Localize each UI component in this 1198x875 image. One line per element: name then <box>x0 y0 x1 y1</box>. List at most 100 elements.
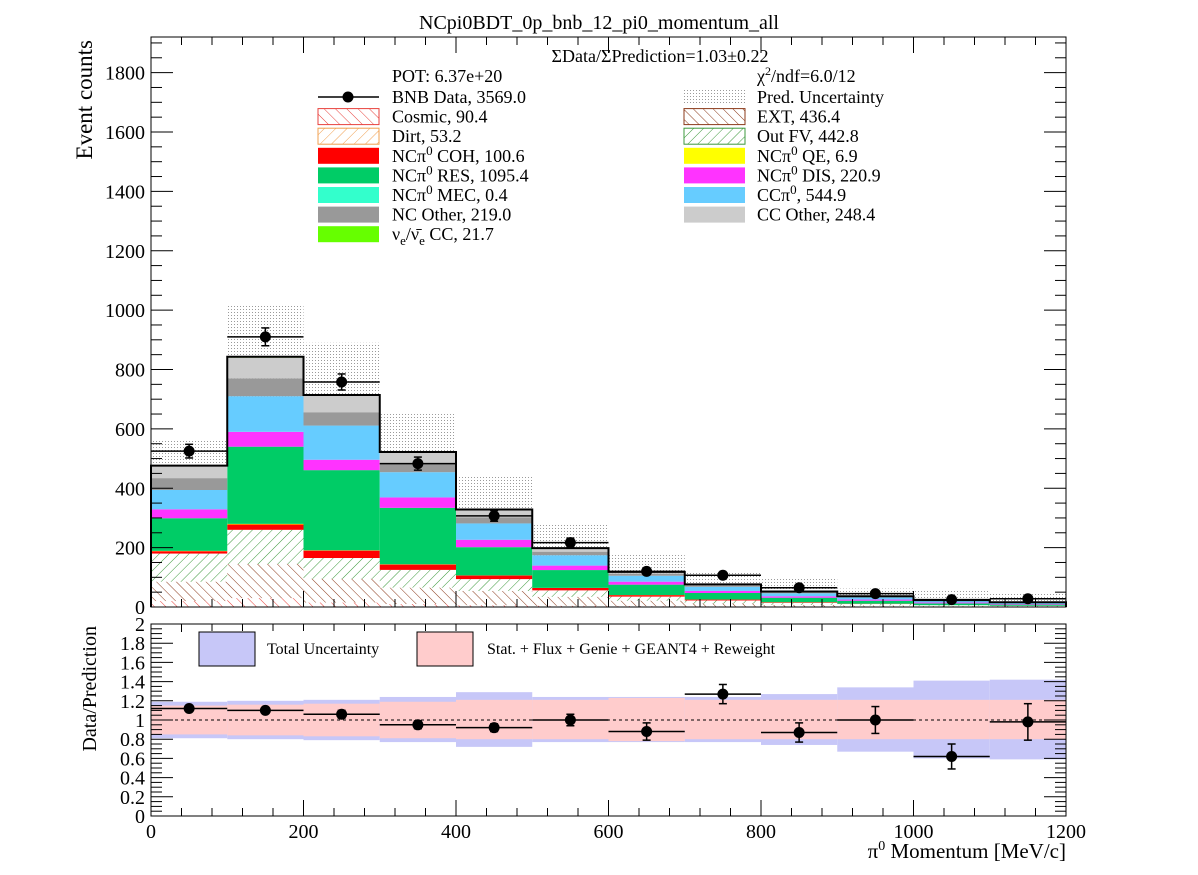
stack-segment <box>227 378 304 397</box>
ratio-point <box>641 726 653 738</box>
stack-segment <box>761 597 838 603</box>
stack-segment <box>456 539 533 548</box>
stack-segment <box>608 600 685 607</box>
legend-swatch <box>684 187 745 203</box>
ratio-point <box>793 726 805 738</box>
legend-label: CC Other, 248.4 <box>757 205 875 225</box>
legend-label: CCπ0, 544.9 <box>757 182 846 205</box>
main-x-axis-ticks <box>150 37 1067 607</box>
data-point <box>717 569 729 581</box>
stack-segment <box>379 507 456 565</box>
stack-segment <box>456 575 533 580</box>
y-tick-label: 0 <box>135 597 145 619</box>
stack-segment <box>227 598 304 607</box>
stack-segment <box>532 548 609 552</box>
ratio-y-tick-label: 1.2 <box>120 691 145 713</box>
data-point <box>946 594 958 606</box>
x-tick-label: 0 <box>146 821 156 843</box>
x-tick-label: 1000 <box>894 821 934 843</box>
stack-segment <box>303 459 380 471</box>
y-tick-label: 200 <box>115 538 145 560</box>
stack-segment <box>227 357 304 379</box>
data-point <box>183 445 195 457</box>
stack-segment <box>151 509 228 519</box>
ratio-y-axis-label: Data/Prediction <box>79 626 101 752</box>
y-tick-label: 400 <box>115 478 145 500</box>
legend-swatch <box>318 226 379 243</box>
ratio-panel: 00.20.40.60.811.21.41.61.82 0 200 400 600 80… <box>79 614 1086 863</box>
ratio-point <box>259 704 271 716</box>
stack-segment <box>151 518 228 551</box>
legend-label: NCπ0 DIS, 220.9 <box>757 162 881 185</box>
chi2-symbol: χ <box>756 66 765 86</box>
ratio-y-axis: 00.20.40.60.811.21.41.61.82 <box>120 614 1066 828</box>
data-point <box>869 588 881 600</box>
stack-segment <box>456 579 533 591</box>
chart-title: NCpi0BDT_0p_bnb_12_pi0_momentum_all <box>419 12 779 34</box>
legend-swatch <box>683 108 746 126</box>
legend-label: EXT, 436.4 <box>757 107 840 127</box>
stack-segment <box>761 602 838 603</box>
stack-segment <box>456 523 533 540</box>
stack-segment <box>303 558 380 579</box>
chi2-superscript: 2 <box>765 64 771 78</box>
data-point <box>412 458 424 470</box>
stack-segment <box>608 584 685 596</box>
stack-segment <box>989 604 1066 605</box>
data-point <box>564 537 576 549</box>
stack-segment <box>989 605 1066 607</box>
x-tick-label: 800 <box>746 821 776 843</box>
y-tick-label: 600 <box>115 419 145 441</box>
stack-segment <box>837 604 914 606</box>
x-tick-label: 600 <box>594 821 624 843</box>
ratio-y-tick-label: 0.4 <box>120 768 145 790</box>
legend-uncertainty-label: Pred. Uncertainty <box>757 87 884 107</box>
legend-label: Out FV, 442.8 <box>757 126 859 146</box>
y-tick-label: 1200 <box>105 241 145 263</box>
ratio-y-tick-label: 1 <box>135 710 145 732</box>
y-tick-label: 800 <box>115 360 145 382</box>
x-tick-label: 200 <box>289 821 319 843</box>
stack-segment <box>837 605 914 607</box>
stack-segment <box>456 590 533 606</box>
ratio-point <box>183 702 195 714</box>
legend-label: NC Other, 219.0 <box>392 205 511 225</box>
legend-swatch <box>684 206 745 223</box>
ratio-point <box>564 714 576 726</box>
chi2-ndf: /ndf=6.0/12 <box>771 66 856 86</box>
legend-swatch <box>684 167 745 184</box>
ratio-y-tick-label: 1.4 <box>120 672 145 694</box>
stack-segment <box>227 446 304 524</box>
y-tick-label: 1000 <box>105 300 145 322</box>
stack-segment <box>227 523 304 525</box>
stack-segment <box>761 596 838 598</box>
stack-segment <box>456 605 533 607</box>
stack-segment <box>303 395 380 413</box>
stack-segment <box>761 602 838 605</box>
stack-segment <box>227 396 304 432</box>
stack-segment <box>684 599 761 601</box>
stack-segment <box>837 600 914 604</box>
stat-uncertainty-label: Stat. + Flux + Genie + GEANT4 + Reweight <box>487 641 776 658</box>
data-point <box>793 582 805 594</box>
legend-label: NCπ0 COH, 100.6 <box>392 143 525 166</box>
legend-label: Cosmic, 90.4 <box>392 107 488 127</box>
ratio-y-tick-label: 0.8 <box>120 729 145 751</box>
stack-segment <box>151 478 228 491</box>
data-point <box>641 565 653 577</box>
main-y-axis-label: Event counts <box>72 40 97 159</box>
stack-segment <box>227 431 304 447</box>
stack-segment <box>151 553 228 582</box>
ratio-points <box>151 683 1066 770</box>
legend-data-label: BNB Data, 3569.0 <box>392 87 526 107</box>
stack-segment <box>532 605 609 607</box>
ratio-x-axis: 0 200 400 600 800 1000 1200 <box>146 624 1086 843</box>
ratio-y-tick-label: 1.6 <box>120 652 145 674</box>
legend-label: NCπ0 QE, 6.9 <box>757 143 858 166</box>
pot-label: POT: 6.37e+20 <box>392 66 502 86</box>
chi2-label: χ2/ndf=6.0/12 <box>756 64 856 86</box>
stack-segment <box>151 466 228 479</box>
stack-segment <box>379 604 456 607</box>
stack-segment <box>608 596 685 601</box>
